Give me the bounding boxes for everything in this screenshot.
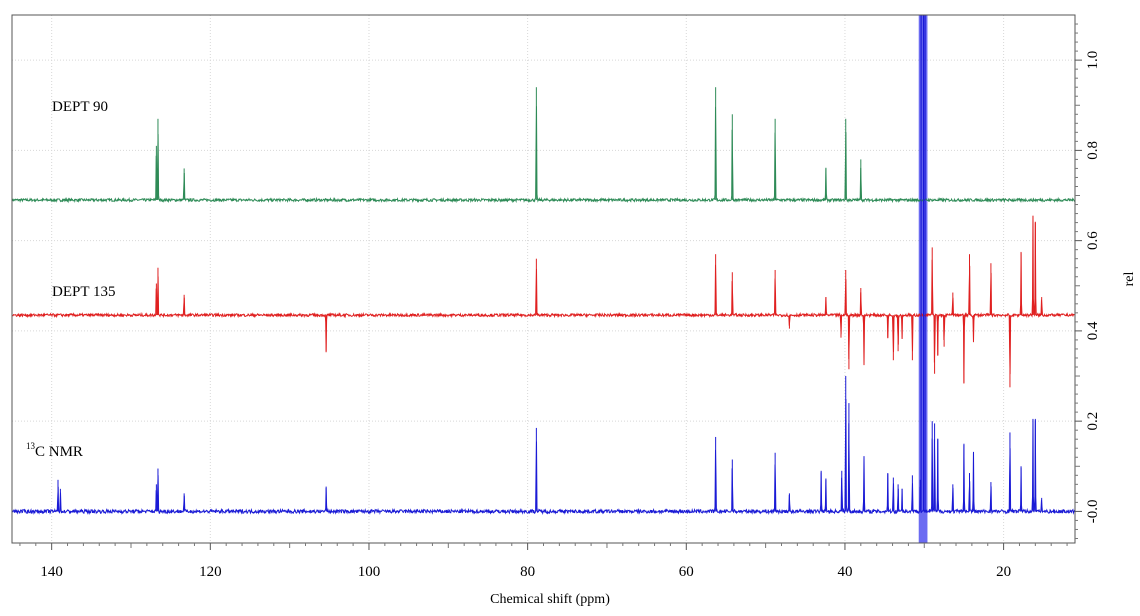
series-label-dept90: DEPT 90 xyxy=(52,99,108,115)
x-tick-label: 100 xyxy=(358,564,381,580)
x-tick-label: 40 xyxy=(837,564,852,580)
grid-lines xyxy=(12,15,1075,543)
series-labels: DEPT 90 DEPT 135 13C NMR xyxy=(26,99,115,460)
y-tick-label: -0.0 xyxy=(1085,500,1101,524)
y-tick-label: 0.4 xyxy=(1085,321,1101,340)
x-tick-label: 140 xyxy=(40,564,63,580)
y-tick-label: 0.6 xyxy=(1085,231,1101,250)
x-axis-ticks: 140 120 100 80 60 40 20 xyxy=(19,543,1068,580)
x-tick-label: 80 xyxy=(520,564,535,580)
y-tick-label: 1.0 xyxy=(1085,51,1101,70)
series-label-13c-text: C NMR xyxy=(35,444,83,460)
y-axis-ticks: -0.0 0.2 0.4 0.6 0.8 1.0 xyxy=(1075,23,1101,539)
x-axis-label: Chemical shift (ppm) xyxy=(490,592,610,607)
isotope-superscript: 13 xyxy=(26,441,36,451)
y-tick-label: 0.2 xyxy=(1085,412,1101,431)
x-tick-label: 20 xyxy=(996,564,1011,580)
series-label-13c-nmr: 13C NMR xyxy=(26,441,83,460)
x-tick-label: 120 xyxy=(199,564,222,580)
series-label-dept135: DEPT 135 xyxy=(52,284,115,300)
x-tick-label: 60 xyxy=(679,564,694,580)
y-axis-label: rel xyxy=(1122,272,1137,287)
y-tick-label: 0.8 xyxy=(1085,141,1101,160)
spectra-layer xyxy=(11,15,1076,543)
spectrum-line-0 xyxy=(11,106,1075,204)
